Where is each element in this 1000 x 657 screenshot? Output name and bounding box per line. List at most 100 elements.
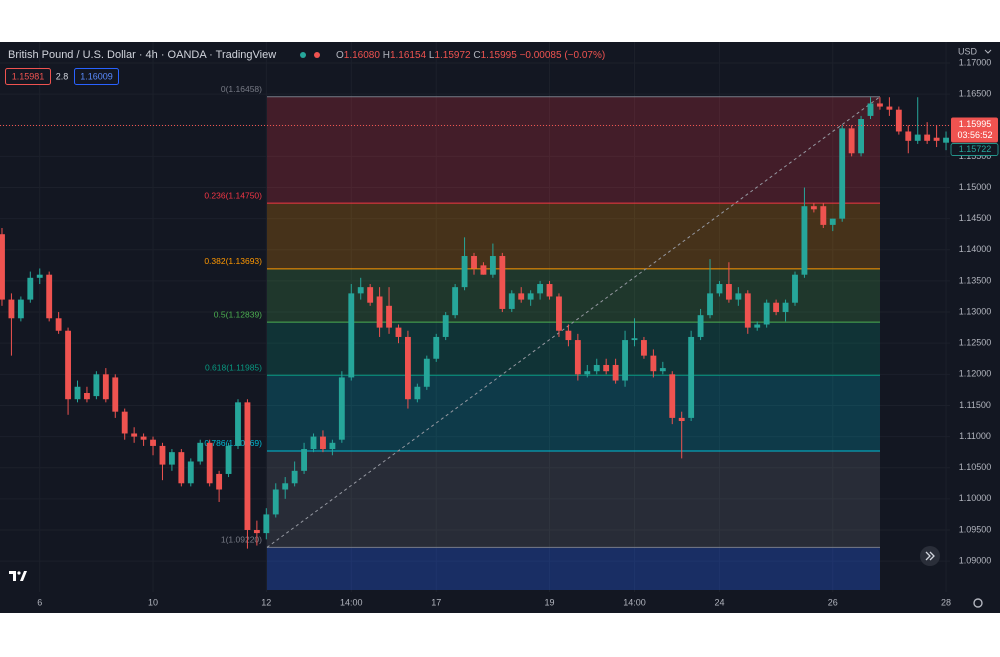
- candle-body: [725, 284, 732, 300]
- fib-extension-zone: [267, 547, 880, 590]
- fib-level-label: 0.618(1.11985): [205, 363, 262, 373]
- candle-body: [556, 296, 562, 331]
- settings-button[interactable]: [973, 598, 983, 608]
- x-tick-label: 6: [37, 597, 42, 607]
- candle-body: [65, 330, 71, 400]
- candle-body: [55, 318, 62, 331]
- plot-area: 0(1.16458) 0.236(1.14750) 0.382(1.13693) 0.…: [0, 42, 950, 592]
- fib-zone: [267, 450, 880, 548]
- y-tick-label: 1.09500: [959, 524, 992, 534]
- secondary-price-box: [950, 143, 999, 156]
- candle-body: [527, 293, 534, 300]
- fib-level-label: 0.236(1.14750): [204, 190, 262, 200]
- candle-body: [839, 128, 846, 219]
- candle-body: [886, 106, 893, 110]
- candle-body: [131, 433, 138, 437]
- candle-body: [669, 374, 676, 418]
- fib-zone: [267, 96, 880, 204]
- candle-body: [244, 402, 251, 530]
- buy-button[interactable]: [74, 68, 119, 85]
- candle-body: [93, 374, 100, 397]
- candle-body: [282, 483, 289, 490]
- candle-body: [253, 529, 260, 534]
- candle-body: [943, 137, 949, 143]
- candle-body: [376, 296, 383, 328]
- logo-part: [20, 571, 27, 581]
- candle-body: [0, 234, 5, 300]
- y-tick-label: 1.15000: [959, 182, 992, 192]
- candle-body: [442, 315, 449, 337]
- candle-body: [36, 274, 43, 278]
- currency[interactable]: USD: [958, 46, 978, 56]
- candle-body: [216, 473, 223, 490]
- candle-body: [858, 119, 864, 154]
- y-tick-label: 1.11000: [959, 431, 991, 441]
- sell-price[interactable]: 1.15981: [12, 71, 45, 81]
- candle-body: [622, 340, 628, 381]
- candle-body: [452, 287, 459, 316]
- x-tick-label: 14:00: [623, 597, 646, 607]
- candle-body: [650, 355, 657, 372]
- ohlc-key: L: [429, 50, 435, 61]
- candle-body: [338, 377, 345, 440]
- countdown-label: 03:56:52: [957, 130, 992, 140]
- candle-body: [508, 293, 515, 309]
- candle-body: [810, 206, 817, 210]
- candle-body: [782, 302, 789, 313]
- logo-part: [17, 571, 21, 575]
- candle-body: [744, 293, 751, 328]
- candle-body: [933, 137, 940, 141]
- candle-body: [310, 436, 317, 450]
- ohlc-value: 1.15995: [481, 50, 518, 61]
- candle-body: [735, 293, 742, 300]
- candle-body: [697, 315, 704, 337]
- status-dot: [314, 52, 320, 58]
- candle-body: [914, 134, 921, 141]
- candle-body: [895, 109, 902, 132]
- fib-level-label: 1(1.09220): [221, 535, 262, 545]
- ohlc-legend: O1.16080 H1.16154 L1.15972 C1.15995 −0.0…: [336, 50, 605, 61]
- candle-body: [499, 256, 506, 309]
- candle-body: [272, 489, 279, 515]
- y-tick-label: 1.14000: [959, 244, 992, 254]
- chart-background: [0, 42, 1000, 613]
- sell-button[interactable]: [5, 68, 51, 85]
- x-tick-label: 24: [714, 597, 724, 607]
- candle-body: [197, 442, 204, 462]
- candle-body: [678, 417, 685, 422]
- ohlc-value: 1.15972: [434, 50, 471, 61]
- scroll-icon: [925, 551, 935, 561]
- candle-body: [27, 277, 34, 300]
- symbol-title: British Pound / U.S. Dollar · 4h · OANDA…: [8, 49, 276, 61]
- candle-body: [206, 442, 213, 484]
- candle-body: [763, 302, 770, 325]
- x-tick-label: 17: [431, 597, 441, 607]
- ohlc-key: C: [473, 50, 480, 61]
- candle-body: [187, 461, 194, 484]
- candle-body: [395, 327, 402, 337]
- y-tick-label: 1.12500: [959, 338, 992, 348]
- candle-body: [603, 364, 610, 372]
- candle-body: [46, 274, 53, 319]
- ohlc-key: H: [383, 50, 390, 61]
- candle-body: [584, 371, 591, 375]
- candle-body: [263, 514, 270, 534]
- y-tick-label: 1.13000: [959, 306, 992, 316]
- ohlc-key: O: [336, 50, 344, 61]
- last-price-label: 1.15995: [959, 119, 992, 129]
- x-tick-label: 10: [148, 597, 158, 607]
- buy-price[interactable]: 1.16009: [80, 71, 113, 81]
- secondary-price-label: 1.15722: [959, 144, 992, 154]
- candle-body: [329, 442, 336, 450]
- y-tick-label: 1.16500: [959, 88, 992, 98]
- fib-level-label: 0.786(1.10769): [204, 438, 262, 448]
- candle-body: [121, 411, 128, 434]
- candle-body: [471, 256, 477, 269]
- candle-body: [414, 386, 421, 400]
- candle-body: [848, 128, 855, 154]
- last-price-box: [951, 117, 998, 143]
- candle-body: [924, 134, 931, 141]
- fib-zone: [267, 375, 880, 451]
- candle-body: [659, 368, 666, 372]
